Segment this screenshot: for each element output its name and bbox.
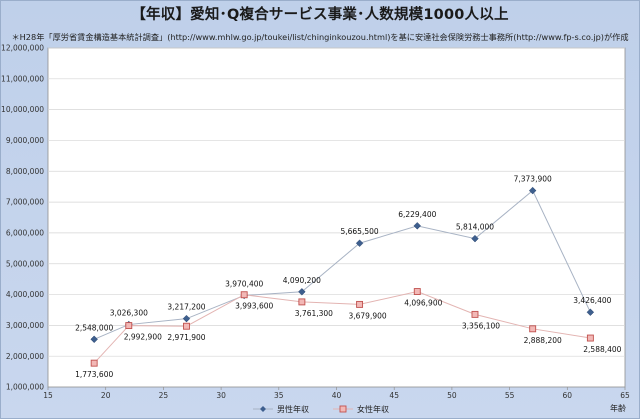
y-tick-label: 3,000,000 [6,321,44,330]
point-female [90,359,98,367]
legend-marker-male [260,406,266,412]
point-male [355,239,364,247]
y-tick-label: 7,000,000 [6,198,44,207]
series-lines [93,189,591,364]
y-tick-label: 4,000,000 [6,290,44,299]
x-axis: 15 20 25 30 35 40 45 50 55 60 65 [43,387,630,400]
x-tick-label: 35 [274,391,284,400]
legend-label-female: 女性年収 [357,404,389,414]
x-tick-label: 65 [620,391,630,400]
x-axis-label: 年齢 [610,403,626,413]
point-female [471,310,479,318]
data-label: 5,814,000 [456,223,494,232]
point-female [413,288,421,296]
data-label: 3,356,100 [462,321,500,330]
data-label: 3,426,400 [573,296,611,305]
data-label: 6,229,400 [398,210,436,219]
data-label: 5,665,500 [340,227,378,236]
data-label: 2,992,900 [124,333,162,342]
point-female [586,334,594,342]
data-label: 4,090,200 [283,276,321,285]
data-label: 3,761,300 [295,309,333,318]
point-female [240,291,248,299]
x-tick-label: 20 [101,391,111,400]
x-tick-label: 25 [159,391,169,400]
x-tick-label: 50 [447,391,457,400]
point-female [356,300,364,308]
point-female [529,325,537,333]
data-label: 3,970,400 [225,279,263,288]
chart-subtitle: ＊H28年「厚労省賃金構造基本統計調査」(http://www.mhlw.go.… [11,32,629,42]
x-tick-label: 60 [563,391,573,400]
data-label: 4,096,900 [404,299,442,308]
y-tick-label: 9,000,000 [6,136,44,145]
point-male [182,314,191,323]
series-line-female [93,291,591,364]
point-male [298,288,306,296]
data-labels: 2,548,000 3,026,300 3,217,200 3,970,400 4,09… [75,175,622,380]
data-label: 2,548,000 [75,323,113,332]
y-tick-label: 6,000,000 [6,229,44,238]
point-male [528,186,537,195]
x-tick-label: 40 [332,391,342,400]
point-female [183,322,190,330]
data-label: 2,888,200 [524,336,562,345]
y-tick-label: 2,000,000 [6,352,44,361]
data-label: 3,993,600 [235,302,273,311]
x-tick-label: 15 [43,391,53,400]
y-tick-label: 11,000,000 [1,74,44,83]
chart-title: 【年収】愛知･Q複合サービス事業･人数規模1000人以上 [131,7,509,23]
y-tick-label: 8,000,000 [6,167,44,176]
legend-label-male: 男性年収 [277,404,309,414]
series-markers [90,186,595,367]
y-tick-label: 10,000,000 [1,105,44,114]
gridlines [48,47,625,357]
point-female [125,322,133,330]
x-tick-label: 55 [505,391,515,400]
data-label: 2,588,400 [583,345,621,354]
y-tick-label: 1,000,000 [6,383,44,392]
point-male [471,234,479,243]
data-label: 7,373,900 [514,175,552,184]
point-male [586,308,595,316]
data-label: 2,971,900 [167,333,205,342]
series-line-male [93,189,591,340]
y-tick-label: 5,000,000 [6,259,44,268]
x-tick-label: 45 [389,391,399,400]
point-male [90,335,98,344]
point-female [298,298,306,306]
data-label: 3,679,900 [348,311,386,320]
x-tick-label: 30 [216,391,226,400]
plot-area [47,47,626,388]
data-label: 3,026,300 [110,309,148,318]
data-label: 3,217,200 [167,303,205,312]
legend: 男性年収 女性年収 [253,404,389,414]
legend-marker-female [339,405,347,413]
point-male [413,222,422,230]
y-axis: 1,000,000 2,000,000 3,000,000 4,000,000 5,00… [1,44,44,392]
y-tick-label: 12,000,000 [1,44,44,53]
data-label: 1,773,600 [75,370,113,379]
